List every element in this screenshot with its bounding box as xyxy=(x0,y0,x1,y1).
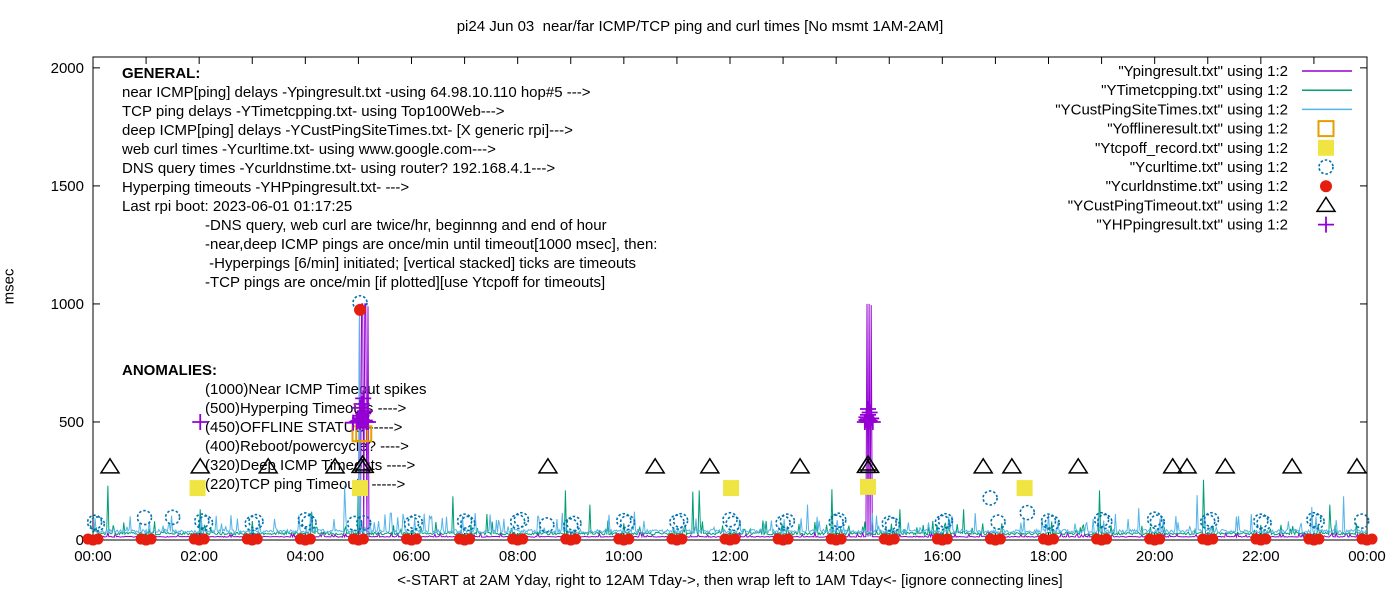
legend-label: "Ytcpoff_record.txt" using 1:2 xyxy=(1095,140,1288,157)
x-tick-label: 00:00 xyxy=(1348,548,1386,565)
legend-item: "Ycurldnstime.txt" using 1:2 xyxy=(1106,178,1332,195)
annotation-line: -DNS query, web curl are twice/hr, begin… xyxy=(205,217,607,234)
y-tick-label: 1500 xyxy=(51,178,84,195)
annotation-line: web curl times -Ycurltime.txt- using www… xyxy=(122,141,496,158)
x-tick-label: 20:00 xyxy=(1136,548,1174,565)
annotation-line: -Hyperpings [6/min] initiated; [vertical… xyxy=(205,255,637,272)
legend-label: "Yofflineresult.txt" using 1:2 xyxy=(1107,121,1288,138)
chart-title: pi24 Jun 03 near/far ICMP/TCP ping and c… xyxy=(456,18,944,35)
x-axis-label: <-START at 2AM Yday, right to 12AM Tday-… xyxy=(397,572,1063,589)
legend-label: "YCustPingTimeout.txt" using 1:2 xyxy=(1068,197,1288,214)
legend-item: "YTimetcpping.txt" using 1:2 xyxy=(1101,82,1352,99)
annotation-line: near ICMP[ping] delays -Ypingresult.txt … xyxy=(122,84,591,101)
annotation-line: Hyperping timeouts -YHPpingresult.txt- -… xyxy=(122,179,410,196)
axes: 00:00 02:00 04:00 06:00 08:00 10:00 12:00 14:00… xyxy=(51,56,1386,565)
annotation-line: DNS query times -Ycurldnstime.txt- using… xyxy=(122,160,556,177)
x-tick-label: 06:00 xyxy=(393,548,431,565)
series-Ypingresult xyxy=(92,303,1368,539)
annotation-heading: ANOMALIES: xyxy=(122,362,217,379)
series-Ytcpoff_record xyxy=(189,478,1033,497)
annotation-line: Last rpi boot: 2023-06-01 01:17:25 xyxy=(122,198,353,215)
series-YCustPingTimeout xyxy=(99,454,1368,474)
annotation-heading: GENERAL: xyxy=(122,65,201,82)
x-tick-label: 08:00 xyxy=(499,548,537,565)
x-tick-label: 00:00 xyxy=(74,548,112,565)
legend-item: "YHPpingresult.txt" using 1:2 xyxy=(1096,216,1334,234)
x-tick-label: 18:00 xyxy=(1030,548,1068,565)
legend-label: "Ypingresult.txt" using 1:2 xyxy=(1118,63,1288,80)
annotation-line: -near,deep ICMP pings are once/min until… xyxy=(205,236,658,253)
series-YTimetcpping xyxy=(92,477,1368,537)
series-Ycurltime xyxy=(86,294,1370,534)
series-Ycurldnstime xyxy=(82,303,1378,546)
legend-label: "Ycurltime.txt" using 1:2 xyxy=(1130,159,1288,176)
legend-label: "YCustPingSiteTimes.txt" using 1:2 xyxy=(1055,101,1288,118)
anomalies-annotation: ANOMALIES: (1000)Near ICMP Timeout spikes… xyxy=(122,361,426,494)
legend-item: "YCustPingSiteTimes.txt" using 1:2 xyxy=(1055,101,1352,118)
y-tick-label: 0 xyxy=(76,532,84,549)
general-annotation: GENERAL: near ICMP[ping] delays -Ypingres… xyxy=(122,64,657,292)
x-tick-label: 10:00 xyxy=(605,548,643,565)
legend-label: "Ycurldnstime.txt" using 1:2 xyxy=(1106,178,1288,195)
annotation-line: (400)Reboot/powercycle? ----> xyxy=(205,438,409,455)
y-tick-label: 1000 xyxy=(51,296,84,313)
annotation-line: (220)TCP ping Timeouts -----> xyxy=(205,476,406,493)
legend-label: "YHPpingresult.txt" using 1:2 xyxy=(1096,217,1288,234)
x-tick-label: 22:00 xyxy=(1242,548,1280,565)
annotation-line: -TCP pings are once/min [if plotted][use… xyxy=(205,274,606,291)
legend-item: "Ypingresult.txt" using 1:2 xyxy=(1118,63,1352,80)
x-tick-label: 16:00 xyxy=(924,548,962,565)
x-tick-label: 14:00 xyxy=(817,548,855,565)
legend: "Ypingresult.txt" using 1:2 "YTimetcpping… xyxy=(1055,63,1352,234)
legend-item: "Yofflineresult.txt" using 1:2 xyxy=(1107,120,1335,138)
x-tick-label: 02:00 xyxy=(180,548,218,565)
legend-label: "YTimetcpping.txt" using 1:2 xyxy=(1101,82,1288,99)
y-tick-label: 500 xyxy=(59,414,84,431)
annotation-line: TCP ping delays -YTimetcpping.txt- using… xyxy=(122,103,505,120)
legend-item: "Ytcpoff_record.txt" using 1:2 xyxy=(1095,139,1334,157)
annotation-line: (1000)Near ICMP Timeout spikes xyxy=(205,381,427,398)
x-tick-label: 12:00 xyxy=(711,548,749,565)
legend-item: "Ycurltime.txt" using 1:2 xyxy=(1130,159,1334,176)
series-YHPpingresult xyxy=(192,390,881,431)
x-tick-label: 04:00 xyxy=(287,548,325,565)
annotation-line: (450)OFFLINE STATUS -----> xyxy=(205,419,403,436)
annotation-line: deep ICMP[ping] delays -YCustPingSiteTim… xyxy=(122,122,573,139)
legend-item: "YCustPingTimeout.txt" using 1:2 xyxy=(1068,196,1337,214)
y-tick-label: 2000 xyxy=(51,60,84,77)
series-YCustPingSiteTimes xyxy=(92,309,1368,535)
